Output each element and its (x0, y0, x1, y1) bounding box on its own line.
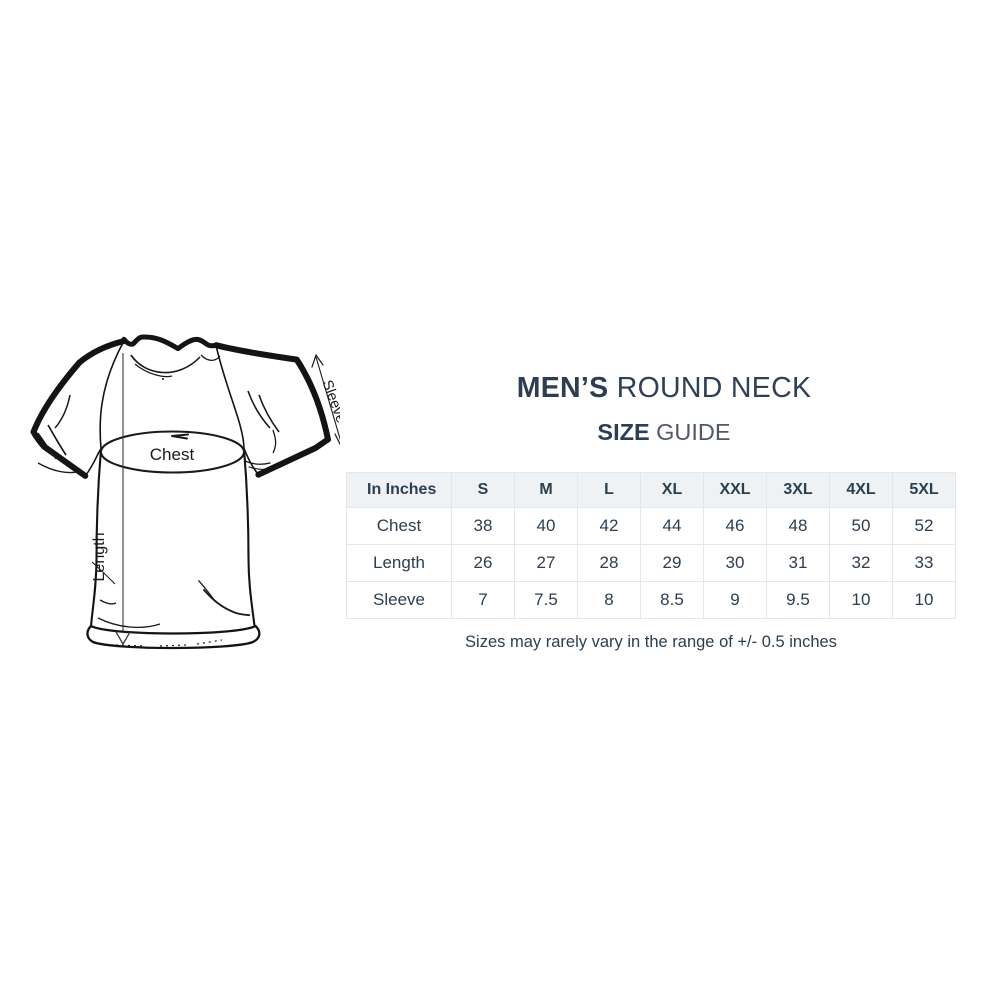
svg-text:Length: Length (91, 533, 108, 582)
svg-text:Chest: Chest (150, 445, 195, 464)
